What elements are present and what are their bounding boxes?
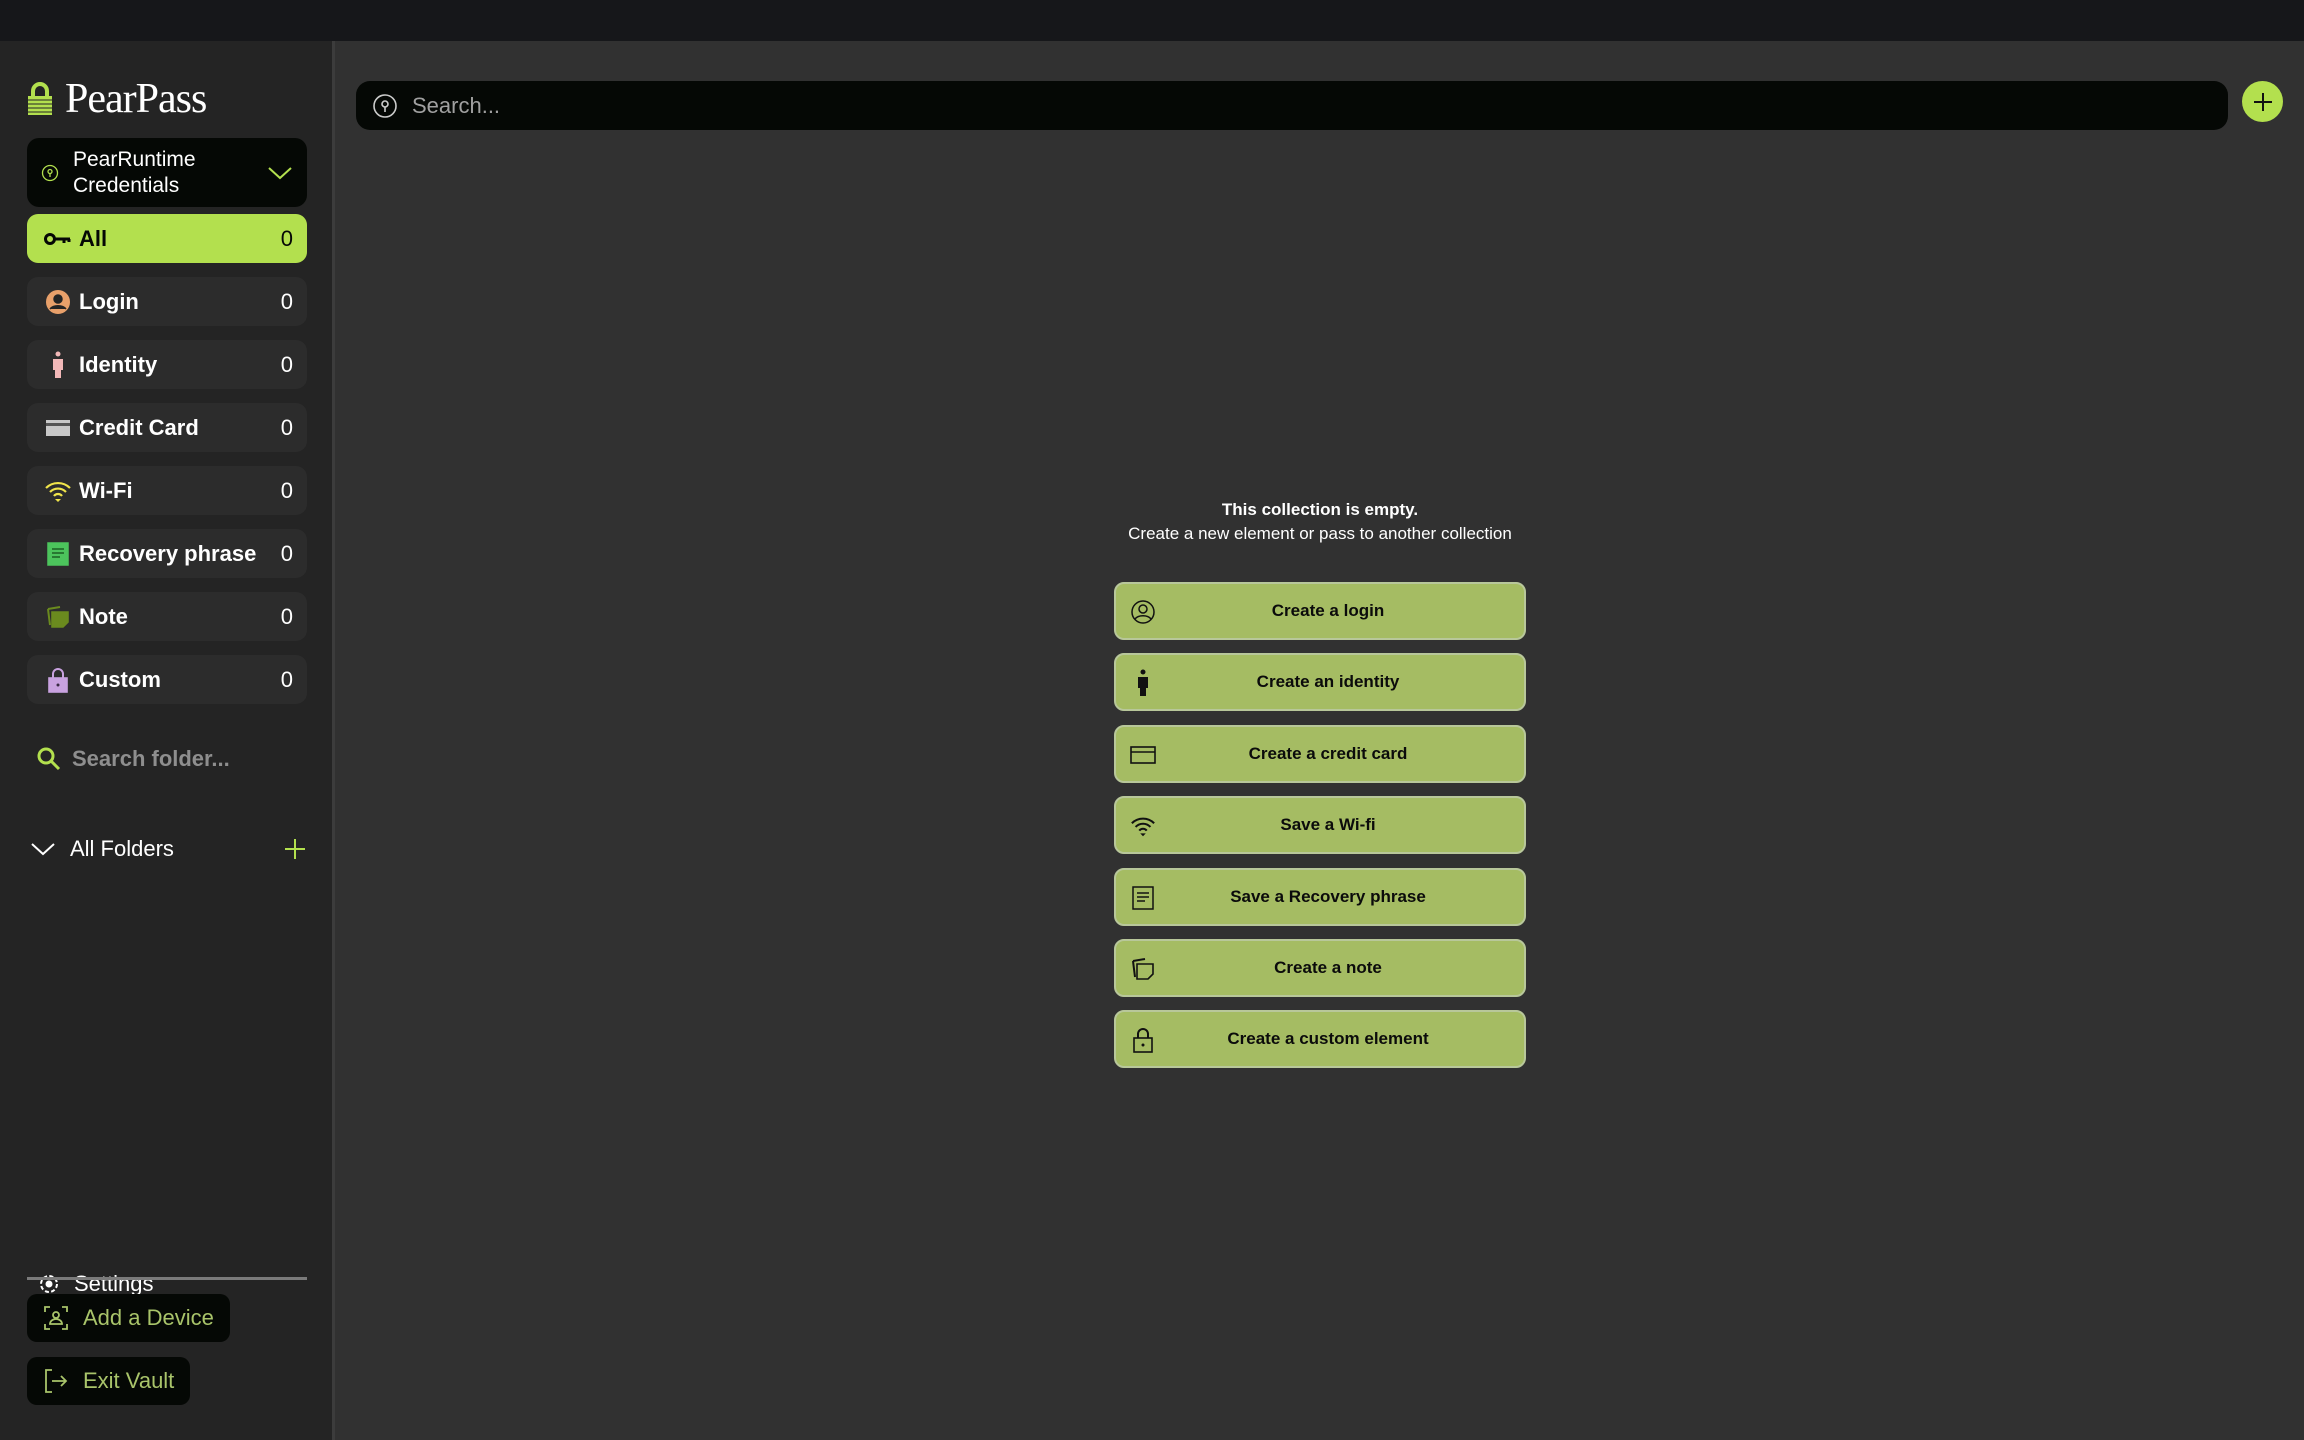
- category-note[interactable]: Note 0: [27, 592, 307, 641]
- category-label: Credit Card: [79, 414, 199, 440]
- category-login[interactable]: Login 0: [27, 277, 307, 326]
- add-device-label: Add a Device: [83, 1305, 214, 1330]
- document-icon: [1130, 885, 1156, 911]
- category-count: 0: [280, 666, 293, 692]
- chevron-down-icon: [268, 166, 292, 179]
- action-save-a-wi-fi-button[interactable]: Save a Wi-fi: [1114, 796, 1526, 855]
- vault-name: PearRuntime Credentials: [73, 147, 196, 197]
- key-icon: [43, 224, 73, 254]
- category-count: 0: [280, 414, 293, 440]
- category-count: 0: [280, 225, 293, 251]
- credit-card-icon: [1130, 742, 1156, 768]
- action-label: Save a Wi-fi: [1280, 815, 1376, 835]
- action-label: Create a custom element: [1227, 1029, 1429, 1049]
- category-custom[interactable]: Custom 0: [27, 655, 307, 704]
- category-label: Login: [79, 288, 139, 314]
- vault-selector[interactable]: PearRuntime Credentials: [27, 138, 307, 207]
- action-create-a-login-button[interactable]: Create a login: [1114, 582, 1526, 640]
- search-icon: [37, 747, 61, 771]
- search-input[interactable]: [412, 92, 2212, 119]
- action-label: Create a credit card: [1248, 743, 1408, 763]
- action-label: Create a note: [1274, 958, 1382, 977]
- all-folders[interactable]: All Folders: [30, 836, 307, 862]
- note-icon: [1130, 956, 1156, 982]
- settings-button[interactable]: Settings: [36, 1271, 154, 1297]
- action-save-a-recovery-phrase-button[interactable]: Save a Recovery phrase: [1114, 867, 1526, 926]
- category-count: 0: [280, 288, 293, 314]
- action-create-a-credit-card-button[interactable]: Create a credit card: [1114, 724, 1526, 783]
- add-folder-icon[interactable]: [283, 837, 307, 861]
- empty-title: This collection is empty.: [1221, 500, 1419, 519]
- person-icon: [1130, 669, 1156, 697]
- action-create-a-custom-element-button[interactable]: Create a custom element: [1114, 1010, 1526, 1069]
- category-all[interactable]: All 0: [27, 214, 307, 263]
- vault-search-icon: [373, 93, 397, 118]
- exit-vault-button[interactable]: Exit Vault: [27, 1357, 191, 1405]
- category-label: Identity: [79, 351, 158, 377]
- category-label: All: [79, 225, 108, 251]
- action-label: Create a login: [1271, 601, 1385, 620]
- exit-icon: [45, 1369, 68, 1393]
- title-bar: [0, 0, 2304, 41]
- user-circle-icon: [1130, 599, 1156, 625]
- category-count: 0: [280, 477, 293, 503]
- action-create-an-identity-button[interactable]: Create an identity: [1114, 653, 1526, 712]
- gear-icon: [40, 1275, 58, 1293]
- action-label: Create an identity: [1256, 672, 1400, 692]
- vault-icon: [41, 164, 59, 181]
- category-label: Recovery phrase: [79, 540, 257, 566]
- wifi-icon: [1130, 813, 1156, 839]
- empty-state: This collection is empty. Create a new e…: [1020, 498, 1620, 546]
- chevron-down-icon: [31, 843, 55, 856]
- empty-subtitle: Create a new element or pass to another …: [1128, 524, 1512, 543]
- lock-icon: [1130, 1027, 1156, 1054]
- settings-label: Settings: [74, 1271, 154, 1296]
- action-create-a-note-button[interactable]: Create a note: [1114, 939, 1526, 997]
- category-count: 0: [280, 540, 293, 566]
- folder-search-input[interactable]: [72, 746, 292, 772]
- divider: [27, 1277, 307, 1280]
- app-name: PearPass: [65, 76, 207, 122]
- lock-icon: [43, 665, 73, 695]
- category-label: Wi-Fi: [79, 477, 133, 503]
- note-icon: [43, 602, 73, 632]
- add-device-icon: [44, 1306, 68, 1330]
- add-device-button[interactable]: Add a Device: [27, 1294, 230, 1342]
- category-label: Custom: [79, 666, 161, 692]
- category-recovery-phrase[interactable]: Recovery phrase 0: [27, 529, 307, 578]
- all-folders-label: All Folders: [70, 836, 174, 861]
- category-count: 0: [280, 603, 293, 629]
- plus-icon: [2253, 92, 2272, 111]
- action-label: Save a Recovery phrase: [1230, 886, 1426, 906]
- person-icon: [43, 350, 73, 380]
- wifi-icon: [43, 476, 73, 506]
- user-circle-icon: [43, 287, 73, 317]
- category-credit-card[interactable]: Credit Card 0: [27, 403, 307, 452]
- category-count: 0: [280, 351, 293, 377]
- folder-search: [36, 746, 292, 772]
- document-icon: [43, 539, 73, 569]
- logo: PearPass: [27, 75, 207, 123]
- credit-card-icon: [43, 413, 73, 443]
- search-bar: [356, 81, 2228, 130]
- exit-vault-label: Exit Vault: [83, 1368, 175, 1393]
- category-wi-fi[interactable]: Wi-Fi 0: [27, 466, 307, 515]
- lock-logo-icon: [28, 82, 52, 115]
- category-identity[interactable]: Identity 0: [27, 340, 307, 389]
- category-label: Note: [79, 603, 128, 629]
- sidebar: PearPass PearRuntime Credentials All 0 Log…: [0, 41, 335, 1440]
- add-item-button[interactable]: [2242, 81, 2283, 122]
